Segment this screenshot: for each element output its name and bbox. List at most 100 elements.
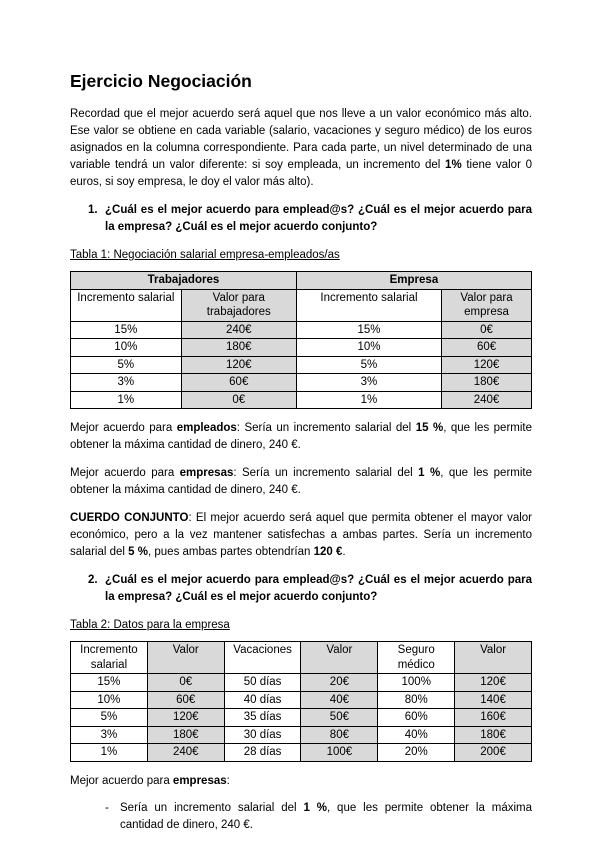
table-cell: 100%	[377, 673, 456, 692]
table-cell: 120€	[454, 673, 532, 692]
table1-caption: Tabla 1: Negociación salarial empresa-em…	[70, 249, 340, 261]
question-2-number: 2.	[88, 574, 98, 586]
table-row: 1% 0€ 1% 240€	[70, 390, 532, 409]
joint-deal-paragraph: CUERDO CONJUNTO: El mejor acuerdo será a…	[70, 510, 532, 561]
question-1-number: 1.	[88, 204, 98, 216]
table-cell: 3%	[70, 725, 148, 744]
table2-column-header-row: Incremento salarial Valor Vacaciones Val…	[70, 641, 532, 674]
text-segment: :	[226, 774, 230, 787]
table-row: 5% 120€ 5% 120€	[70, 355, 532, 374]
table-row: 5% 120€ 35 días 50€ 60% 160€	[70, 708, 532, 727]
bold-segment: 15 %	[415, 422, 444, 434]
table-cell: 180€	[146, 725, 225, 744]
table-cell: 200€	[454, 743, 532, 762]
table-cell: 10%	[295, 338, 443, 357]
intro-text-2: tiene valor 0 euros, si soy empresa, le …	[70, 159, 532, 188]
table-cell: 60€	[146, 690, 225, 709]
text-segment: Mejor acuerdo para	[70, 774, 173, 787]
text-segment: .	[342, 546, 346, 558]
t1-col-header: Valor para trabajadores	[180, 288, 297, 322]
text-segment: : Sería un incremento salarial del	[236, 422, 416, 434]
table2-caption: Tabla 2: Datos para la empresa	[70, 619, 230, 631]
bullet-item: - Sería un incremento salarial del 1 %, q…	[70, 800, 532, 834]
best-deal-employees-paragraph: Mejor acuerdo para empleados: Sería un i…	[70, 420, 532, 454]
table-cell: 1%	[295, 390, 443, 409]
table-cell: 50 días	[223, 673, 302, 692]
table-cell: 5%	[70, 708, 148, 727]
table-cell: 20€	[300, 673, 379, 692]
table-cell: 1%	[70, 390, 182, 409]
question-2-text: ¿Cuál es el mejor acuerdo para emplead@s…	[105, 574, 532, 603]
table1-column-header-row: Incremento salarial Valor para trabajado…	[70, 288, 532, 322]
table-cell: 40 días	[223, 690, 302, 709]
bold-segment: 5 %	[128, 546, 148, 558]
t1-col-header: Incremento salarial	[70, 288, 182, 322]
table-cell: 15%	[70, 320, 182, 339]
bullet-dash: -	[105, 801, 109, 814]
table-cell: 15%	[295, 320, 443, 339]
table-cell: 240€	[441, 390, 532, 409]
table2-datos-empresa: Incremento salarial Valor Vacaciones Val…	[70, 641, 532, 762]
table-cell: 20%	[377, 743, 456, 762]
t2-col-header: Vacaciones	[223, 641, 302, 674]
table-cell: 60€	[180, 373, 297, 392]
text-segment: Mejor acuerdo para	[70, 467, 180, 479]
t2-col-header: Incremento salarial	[70, 641, 148, 674]
table-cell: 50€	[300, 708, 379, 727]
table-cell: 10%	[70, 690, 148, 709]
text-segment: Mejor acuerdo para	[70, 422, 177, 434]
bold-segment: empresas	[172, 774, 227, 787]
table-row: 15% 0€ 50 días 20€ 100% 120€	[70, 673, 532, 692]
text-segment: , que les permite obtener la máxima cant…	[70, 422, 532, 451]
t2-col-header: Valor	[454, 641, 532, 674]
table-cell: 5%	[70, 355, 182, 374]
table-cell: 60€	[441, 338, 532, 357]
table-cell: 0€	[146, 673, 225, 692]
table-cell: 180€	[180, 338, 297, 357]
table-cell: 120€	[180, 355, 297, 374]
t2-col-header: Valor	[146, 641, 225, 674]
table-cell: 60%	[377, 708, 456, 727]
t1-group-header-empresa: Empresa	[295, 271, 533, 290]
intro-bold-1: 1%	[445, 159, 462, 171]
intro-paragraph: Recordad que el mejor acuerdo será aquel…	[70, 106, 532, 191]
table-cell: 120€	[146, 708, 225, 727]
bold-segment: CUERDO CONJUNTO	[70, 512, 189, 524]
text-segment: Sería un incremento salarial del	[120, 801, 304, 814]
text-segment: , pues ambas partes obtendrían	[148, 546, 314, 558]
text-segment: : Sería un incremento salarial del	[233, 467, 419, 479]
table-cell: 28 días	[223, 743, 302, 762]
table-row: 15% 240€ 15% 0€	[70, 320, 532, 339]
table-row: 1% 240€ 28 días 100€ 20% 200€	[70, 743, 532, 762]
table-cell: 180€	[441, 373, 532, 392]
table-cell: 1%	[70, 743, 148, 762]
table-cell: 0€	[441, 320, 532, 339]
text-segment: : El mejor acuerdo será aquel que permit…	[70, 512, 532, 558]
table-cell: 35 días	[223, 708, 302, 727]
table-cell: 0€	[180, 390, 297, 409]
table-row: 3% 60€ 3% 180€	[70, 373, 532, 392]
bold-segment: 1 %	[418, 467, 441, 479]
table-cell: 140€	[454, 690, 532, 709]
table-cell: 80€	[300, 725, 379, 744]
question-1: 1. ¿Cuál es el mejor acuerdo para emplead…	[70, 202, 532, 236]
table-row: 10% 60€ 40 días 40€ 80% 140€	[70, 690, 532, 709]
best-deal-company-paragraph: Mejor acuerdo para empresas: Sería un in…	[70, 465, 532, 499]
bold-segment: 1 %	[303, 801, 327, 814]
table-cell: 240€	[180, 320, 297, 339]
bold-segment: empresas	[179, 467, 234, 479]
best-deal-company-label: Mejor acuerdo para empresas:	[70, 773, 532, 790]
table-cell: 3%	[70, 373, 182, 392]
text-segment: , que les permite obtener la máxima cant…	[120, 801, 532, 831]
table-cell: 30 días	[223, 725, 302, 744]
table-cell: 80%	[377, 690, 456, 709]
table-cell: 15%	[70, 673, 148, 692]
table-cell: 10%	[70, 338, 182, 357]
page-title: Ejercicio Negociación	[70, 71, 252, 91]
table-cell: 180€	[454, 725, 532, 744]
table-cell: 5%	[295, 355, 443, 374]
table1-group-header-row: Trabajadores Empresa	[70, 271, 533, 290]
table-cell: 120€	[441, 355, 532, 374]
question-2: 2. ¿Cuál es el mejor acuerdo para emplead…	[70, 572, 532, 606]
